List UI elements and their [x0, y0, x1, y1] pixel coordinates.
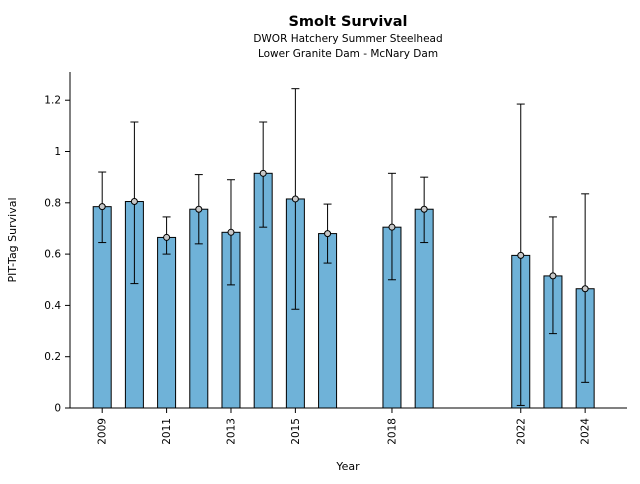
y-axis-label: PIT-Tag Survival [6, 197, 19, 282]
plot-area: 0 0.2 0.4 0.6 0.8 1 1.2 2009 2011 2013 2015 2018 202… [44, 72, 627, 445]
point-marker-2024 [581, 285, 589, 293]
point-marker-2018 [388, 223, 396, 231]
x-axis-label: Year [335, 460, 360, 473]
point-marker-2012 [195, 205, 203, 213]
y-tick-label: 1.2 [44, 95, 61, 107]
x-tick-label: 2024 [580, 418, 592, 445]
y-tick-label: 1 [54, 146, 61, 158]
x-tick-label: 2011 [161, 418, 173, 445]
y-tick-label: 0.4 [44, 300, 61, 312]
x-tick-label: 2009 [97, 418, 109, 445]
chart-subtitle-line1: DWOR Hatchery Summer Steelhead [253, 33, 442, 45]
x-tick-label: 2018 [386, 418, 398, 445]
x-tick-label: 2015 [290, 418, 302, 445]
y-tick-label: 0.2 [44, 351, 61, 363]
y-tick-label: 0.6 [44, 249, 61, 261]
chart-subtitle-line2: Lower Granite Dam - McNary Dam [258, 48, 438, 60]
point-marker-2013 [227, 228, 235, 236]
y-tick-label: 0.8 [44, 197, 61, 209]
chart-title: Smolt Survival [288, 14, 407, 30]
point-marker-2010 [130, 198, 138, 206]
point-marker-2022 [517, 251, 525, 259]
point-marker-2016 [324, 230, 332, 238]
point-marker-2009 [98, 203, 106, 211]
point-marker-2023 [549, 272, 557, 280]
point-marker-2015 [291, 195, 299, 203]
point-marker-2011 [163, 233, 171, 241]
x-tick-label: 2013 [225, 418, 237, 445]
point-marker-2014 [259, 169, 267, 177]
y-tick-label: 0 [54, 403, 61, 415]
survival-bar-2011 [157, 236, 177, 409]
point-marker-2019 [420, 205, 428, 213]
x-tick-label: 2022 [515, 418, 527, 445]
